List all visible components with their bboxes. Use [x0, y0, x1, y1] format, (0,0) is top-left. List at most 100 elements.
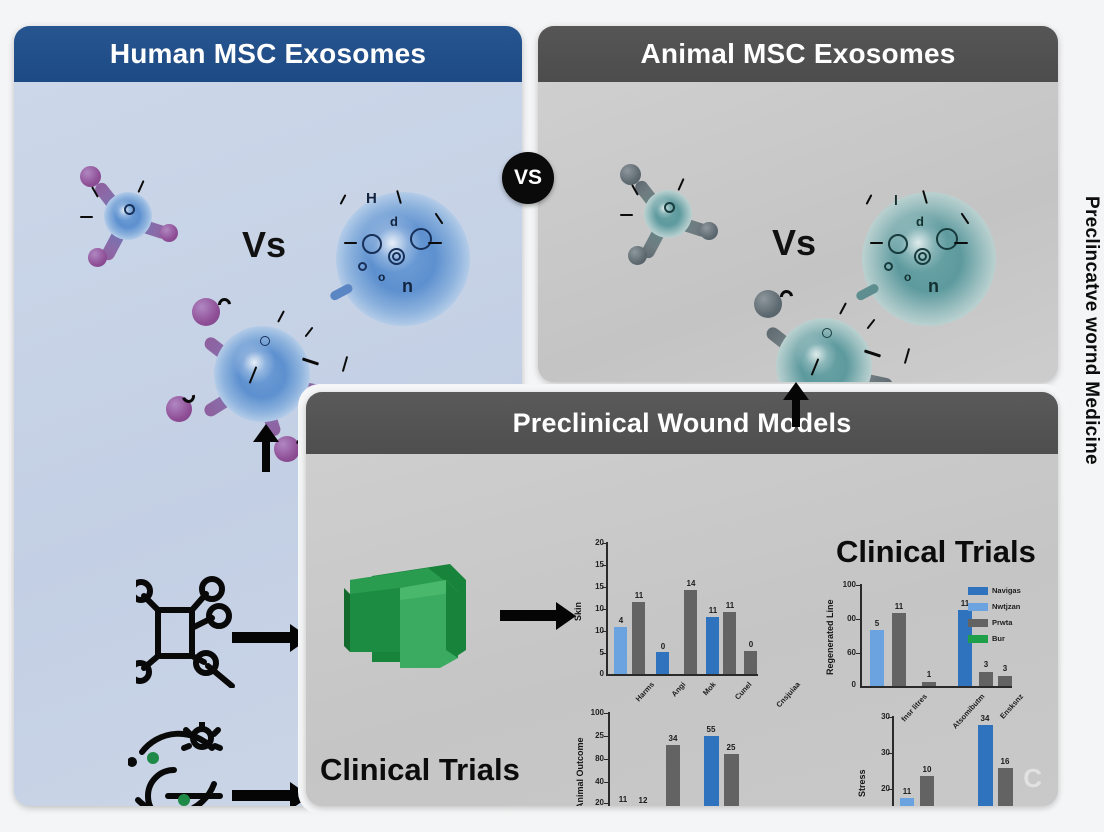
bar [706, 617, 719, 674]
chart1-xtick: Mok [700, 680, 718, 698]
chart3-ytick: 100 [590, 708, 604, 717]
chart3-ytick: 20 [595, 798, 604, 806]
legend-item: Prwta [968, 618, 1012, 627]
chart2-ytick: 60 [847, 648, 856, 657]
chart1-xtick: Harms [633, 680, 657, 704]
arrow-up-icon-left [252, 424, 280, 472]
bar-value-label: 0 [748, 640, 754, 649]
vesicle-glyph: d [390, 214, 398, 229]
panel-preclinical-body: Clinical Trials Skin 20 15 15 10 10 5 0 [306, 454, 1058, 806]
chart1-yaxis [606, 542, 608, 674]
bar [920, 776, 934, 806]
bar-value-label: 3 [983, 660, 989, 669]
vesicle-glyph: l [894, 192, 898, 208]
chart1-xaxis [606, 674, 758, 676]
chart1-xtick: Angi [669, 680, 688, 699]
clinical-trials-label-left: Clinical Trials [320, 752, 520, 787]
bar-value-label: 11 [618, 795, 628, 804]
watermark: C [1023, 763, 1042, 793]
chart4-ytick: 30 [881, 748, 890, 757]
vs-badge: VS [502, 152, 554, 204]
bar [892, 613, 906, 686]
bar [998, 676, 1012, 686]
chart1-ytick: 10 [595, 604, 604, 613]
chart4-ylabel: Stress [857, 769, 867, 797]
bar-value-label: 5 [874, 619, 880, 628]
arrow-up-icon-right [782, 382, 810, 430]
animal-star-cell-large [728, 287, 920, 382]
human-exosome-large: H d o n [328, 186, 476, 332]
panel-animal-body: l d o n [538, 82, 1058, 382]
human-vs-text: Vs [242, 224, 287, 265]
legend-label: Nwtjzan [992, 602, 1021, 611]
legend-item: Navigas [968, 586, 1021, 595]
chart2-ytick: 00 [847, 614, 856, 623]
bar [632, 602, 645, 674]
bar-value-label: 11 [894, 602, 904, 611]
bar [958, 610, 972, 686]
bar-value-label: 4 [618, 616, 624, 625]
bar-value-label: 14 [686, 579, 696, 588]
bar-value-label: 11 [708, 606, 718, 615]
chart1-xtick: Cnsjuiaa [774, 680, 802, 710]
chart2-ytick: 100 [842, 580, 856, 589]
bar [922, 682, 936, 686]
vesicle-glyph: n [402, 276, 413, 296]
bar [978, 725, 993, 806]
chart2-yaxis [860, 584, 862, 686]
chart-clinical-trials: Regenerated Line 100 00 60 0 5 11 1 11 [816, 580, 1050, 731]
chart1-ytick: 15 [595, 582, 604, 591]
bar-value-label: 0 [660, 642, 666, 651]
bar-value-label: 25 [726, 743, 736, 752]
clinical-trials-chart-title: Clinical Trials [836, 534, 1036, 569]
molecule-structure-icon [128, 576, 242, 689]
bar [979, 672, 993, 686]
bar-value-label: 11 [902, 787, 912, 796]
chart1-xtick: Cunel [732, 680, 754, 702]
vesicle-glyph: n [928, 276, 939, 296]
legend-label: Bur [992, 634, 1005, 643]
animal-exosome-large: l d o n [854, 186, 1002, 332]
chart-stress-outcome: Stress 30 30 20 0 11 10 13 34 16 [846, 712, 1056, 806]
bar-value-label: 3 [1002, 664, 1008, 673]
chart2-xaxis [860, 686, 1012, 688]
chart2-ytick: 0 [851, 680, 856, 689]
chart2-ylabel: Regenerated Line [825, 599, 835, 675]
vesicle-glyph: H [366, 190, 377, 207]
human-star-cell-small [66, 160, 186, 280]
legend-item: Bur [968, 634, 1005, 643]
panel-preclinical-wound-models: Preclinical Wound Models [306, 392, 1058, 806]
chart3-ytick: 80 [595, 754, 604, 763]
bar [723, 612, 736, 674]
legend-swatch [968, 586, 988, 595]
bar [870, 630, 884, 686]
bar-value-label: 11 [634, 591, 644, 600]
animal-vs-text: Vs [772, 222, 817, 263]
cell-culture-dish-icon [127, 719, 240, 806]
panel-preclinical-title: Preclinical Wound Models [306, 392, 1058, 454]
vesicle-glyph: o [378, 270, 386, 284]
bar [744, 651, 757, 674]
panel-animal-title: Animal MSC Exosomes [538, 26, 1058, 82]
bar-value-label: 16 [1000, 757, 1010, 766]
bar-value-label: 10 [922, 765, 932, 774]
bar-value-label: 1 [926, 670, 932, 679]
panel-animal-msc-exosomes: Animal MSC Exosomes [538, 26, 1058, 382]
bar-value-label: 11 [960, 599, 970, 608]
vesicle-glyph: d [916, 214, 924, 229]
tissue-scaffold-3d-icon [342, 554, 482, 684]
bar [724, 754, 739, 806]
legend-label: Navigas [992, 586, 1021, 595]
bar-value-label: 34 [668, 734, 678, 743]
bar [656, 652, 669, 674]
legend-item: Nwtjzan [968, 602, 1020, 611]
chart3-yaxis [608, 712, 610, 806]
bar-value-label: 12 [638, 796, 648, 805]
chart1-ytick: 20 [595, 538, 604, 547]
chart-animal-outcome: Animal Outcome 100 25 80 40 20 0 11 12 [564, 706, 774, 806]
bar [666, 745, 680, 806]
bar [704, 736, 719, 806]
bar [998, 768, 1013, 806]
legend-label: Prwta [992, 618, 1013, 627]
chart1-ytick: 15 [595, 560, 604, 569]
